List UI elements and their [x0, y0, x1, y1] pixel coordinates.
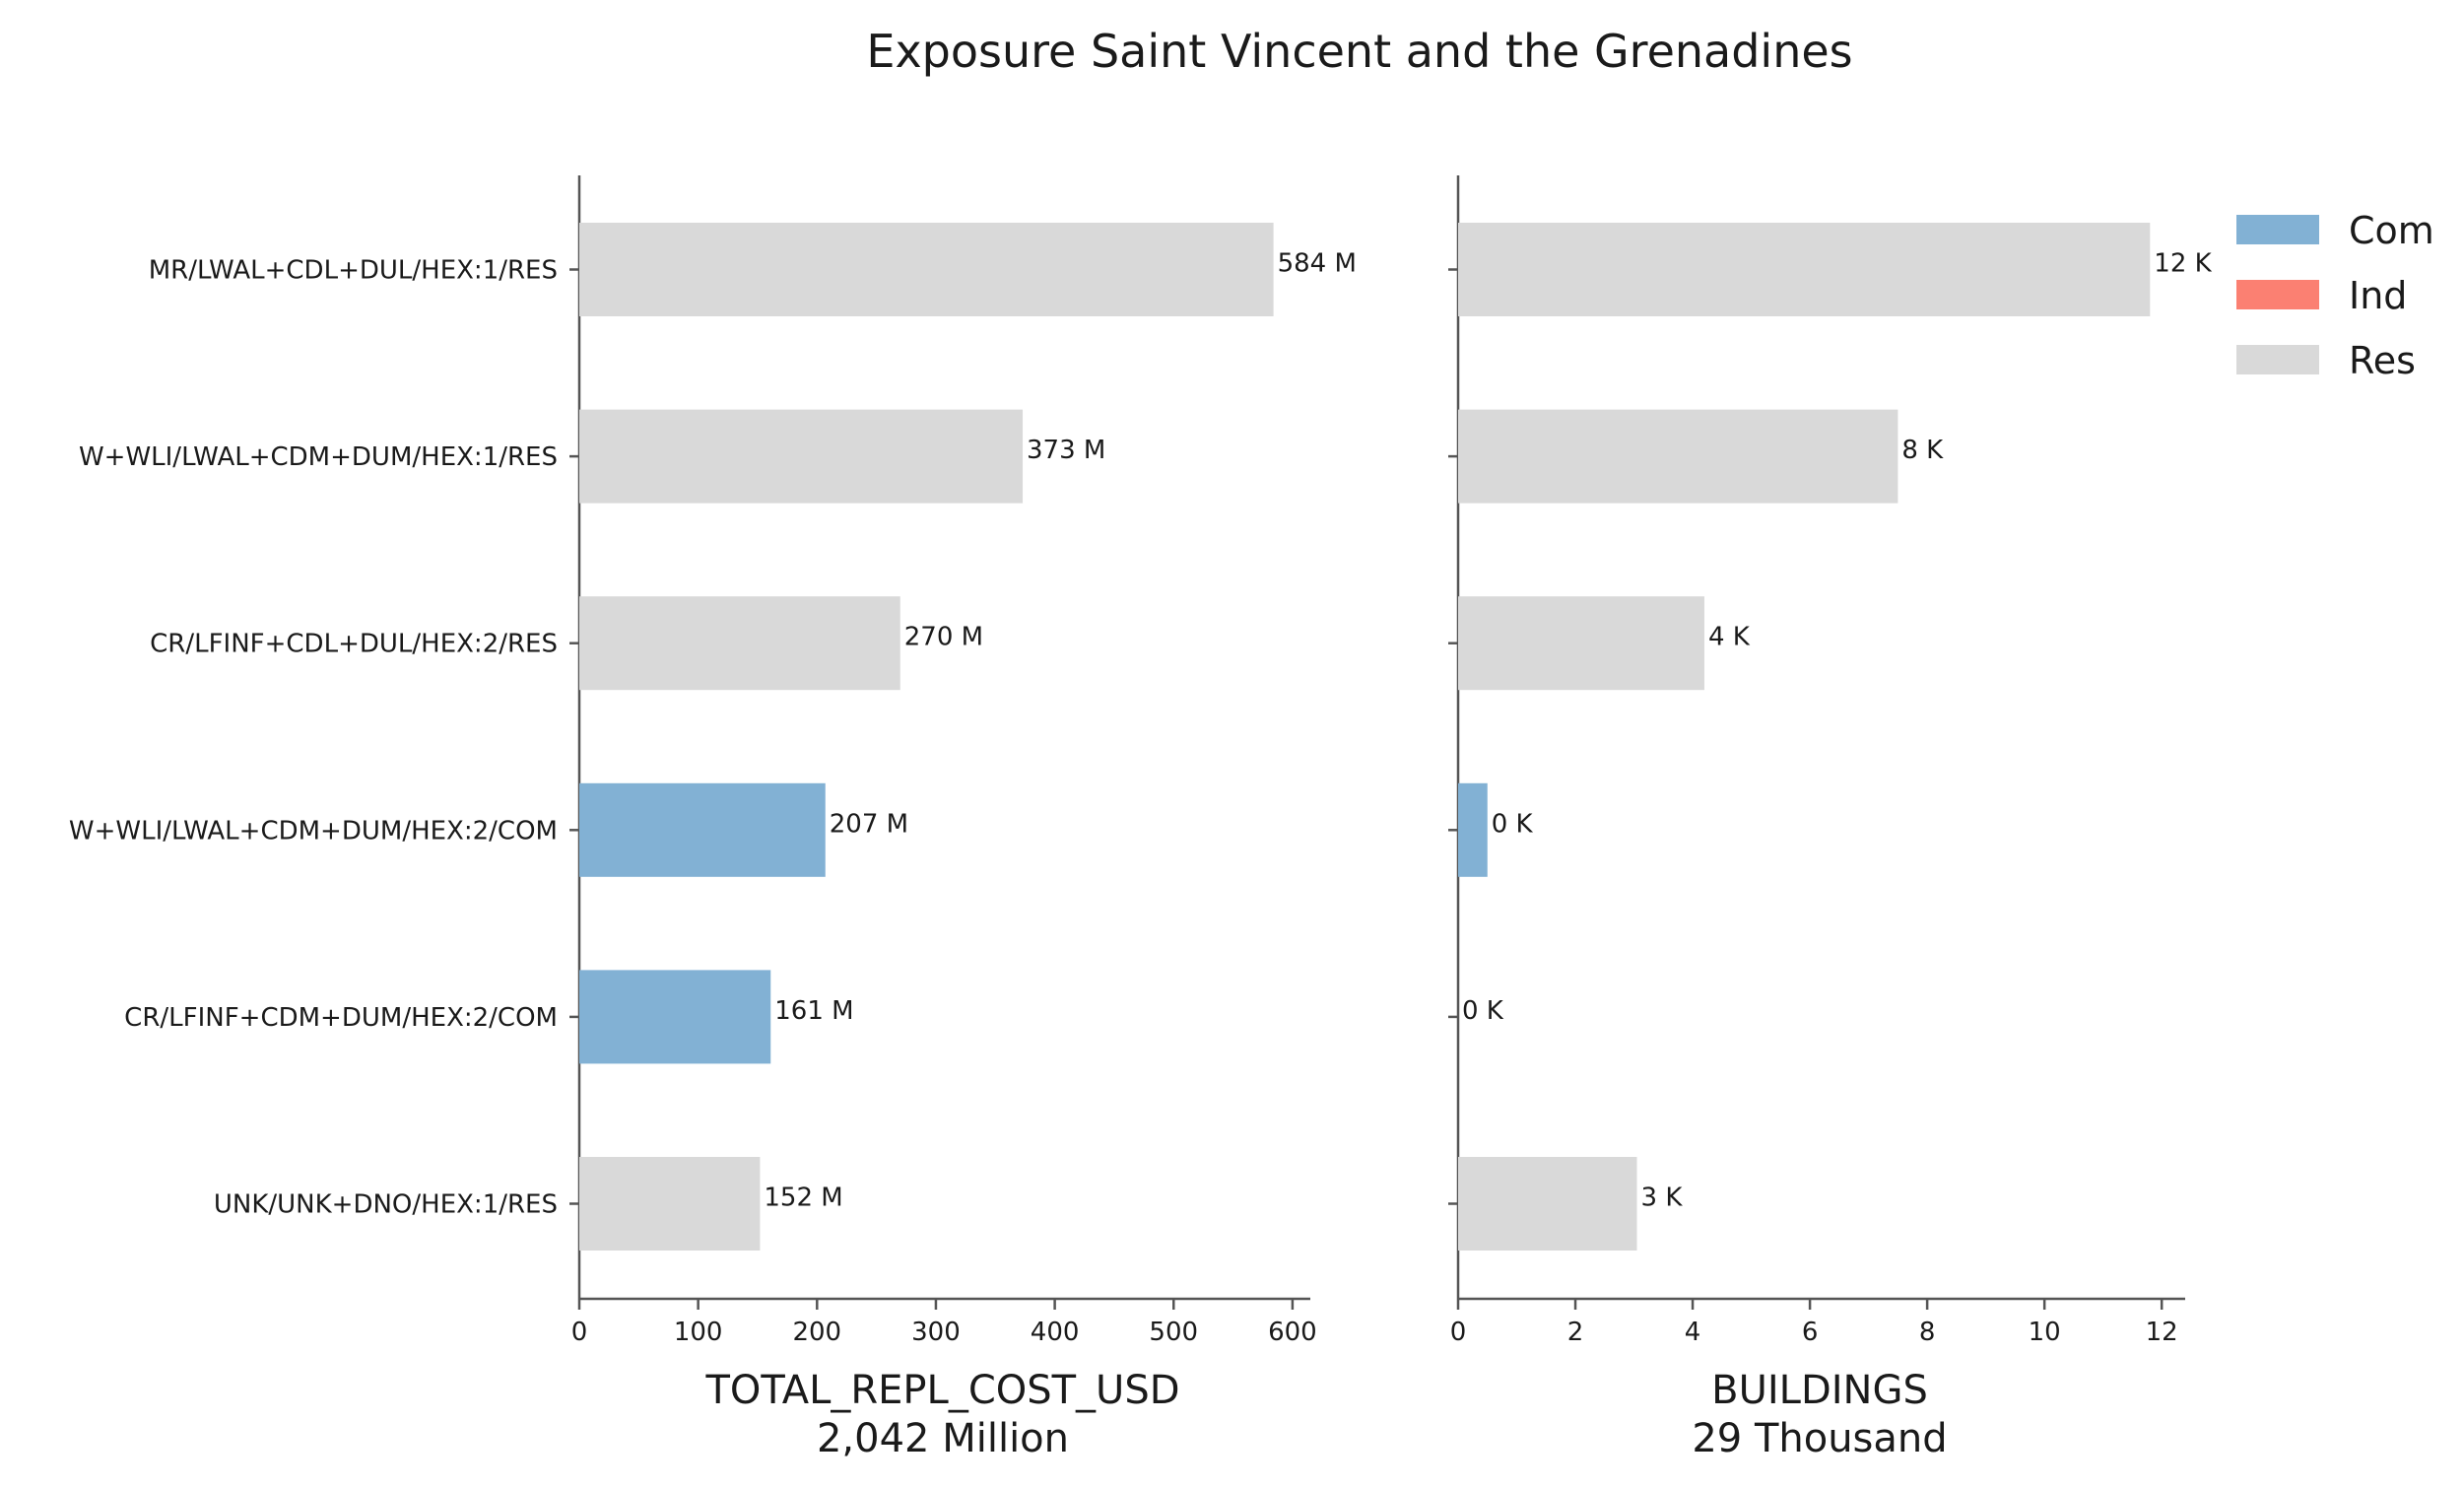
- x-tick-label: 0: [571, 1318, 588, 1347]
- legend-swatch-ind: [2236, 280, 2319, 309]
- x-tick-label: 6: [1802, 1318, 1819, 1347]
- x-tick-label: 600: [1268, 1318, 1317, 1347]
- bar: [1458, 223, 2151, 316]
- legend-label-com: Com: [2349, 209, 2434, 252]
- legend-label-ind: Ind: [2349, 274, 2407, 317]
- bar: [1458, 596, 1704, 691]
- x-tick-label: 300: [911, 1318, 961, 1347]
- x-tick-label: 12: [2146, 1318, 2178, 1347]
- x-tick-label: 4: [1685, 1318, 1701, 1347]
- bar: [579, 596, 900, 691]
- bar-label: 0 K: [1462, 996, 1504, 1026]
- bar: [579, 782, 826, 877]
- x-tick-label: 2: [1567, 1318, 1584, 1347]
- bar: [579, 409, 1024, 504]
- panel-1: MR/LWAL+CDL+DUL/HEX:1/RES 584 M W+WLI/LWAL…: [69, 175, 1357, 1461]
- bar: [579, 223, 1274, 316]
- bar: [579, 1157, 761, 1251]
- category-label: W+WLI/LWAL+CDM+DUM/HEX:2/COM: [69, 816, 558, 846]
- bar-label: 8 K: [1901, 436, 1944, 465]
- bar-label: 373 M: [1027, 436, 1105, 465]
- bar-label: 207 M: [830, 809, 908, 839]
- x-axis-sublabel: 29 Thousand: [1692, 1416, 1947, 1461]
- x-tick-label: 10: [2029, 1318, 2061, 1347]
- bar-label: 161 M: [774, 996, 853, 1026]
- bar: [579, 970, 771, 1064]
- legend: Com Ind Res: [2236, 209, 2434, 382]
- x-tick-label: 400: [1031, 1318, 1080, 1347]
- chart-panels: MR/LWAL+CDL+DUL/HEX:1/RES 584 M W+WLI/LWAL…: [69, 175, 2213, 1461]
- bar-label: 152 M: [764, 1184, 842, 1213]
- x-axis-label: BUILDINGS: [1711, 1368, 1928, 1413]
- x-tick-label: 500: [1149, 1318, 1198, 1347]
- chart-title: Exposure Saint Vincent and the Grenadine…: [866, 25, 1852, 78]
- x-tick-label: 0: [1450, 1318, 1467, 1347]
- x-axis-sublabel: 2,042 Million: [817, 1416, 1069, 1461]
- bar-label: 584 M: [1278, 249, 1357, 279]
- bar-label: 270 M: [904, 623, 983, 652]
- category-label: CR/LFINF+CDL+DUL/HEX:2/RES: [150, 630, 558, 659]
- panel-2: 12 K 8 K 4 K 0 K 0 K 3 K 0 2 4 6 8 10 12 BUILDINGS29 …: [1448, 175, 2213, 1461]
- category-label: W+WLI/LWAL+CDM+DUM/HEX:1/RES: [79, 442, 558, 472]
- legend-swatch-com: [2236, 215, 2319, 244]
- bar-label: 0 K: [1492, 809, 1534, 839]
- category-label: MR/LWAL+CDL+DUL/HEX:1/RES: [149, 256, 558, 286]
- bar: [1458, 409, 1898, 504]
- x-tick-label: 8: [1919, 1318, 1936, 1347]
- x-tick-label: 200: [792, 1318, 841, 1347]
- bar: [1458, 1157, 1637, 1251]
- legend-label-res: Res: [2349, 339, 2416, 382]
- category-label: UNK/UNK+DNO/HEX:1/RES: [214, 1190, 558, 1220]
- legend-swatch-res: [2236, 345, 2319, 374]
- bar-label: 4 K: [1708, 623, 1751, 652]
- x-axis-label: TOTAL_REPL_COST_USD: [704, 1368, 1179, 1413]
- category-label: CR/LFINF+CDM+DUM/HEX:2/COM: [124, 1003, 558, 1033]
- bar-label: 12 K: [2154, 249, 2212, 279]
- bar: [1458, 782, 1488, 877]
- bar-label: 3 K: [1641, 1184, 1684, 1213]
- x-tick-label: 100: [674, 1318, 723, 1347]
